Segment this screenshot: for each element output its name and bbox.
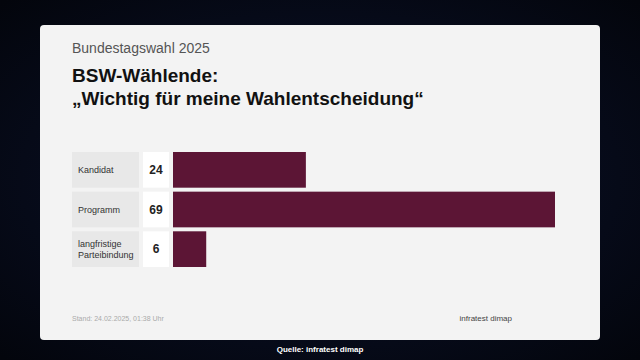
value-box (143, 231, 169, 267)
source-logo: infratest dimap (460, 314, 513, 323)
title: BSW-Wählende: (72, 65, 218, 86)
data-label: 6 (153, 242, 160, 256)
category-label: Kandidat (78, 165, 114, 175)
category-label: Programm (78, 205, 120, 215)
chart-root: Bundestagswahl 2025 BSW-Wählende:„Wichtig… (0, 0, 640, 360)
value-box (143, 152, 169, 188)
source-caption: Quelle: infratest dimap (277, 345, 364, 354)
category-label: langfristigeParteibindung (78, 239, 134, 260)
footnote: Stand: 24.02.2025, 01:38 Uhr (72, 315, 165, 322)
bar (173, 152, 306, 188)
data-label: 24 (149, 163, 163, 177)
data-label: 69 (149, 203, 163, 217)
label-box (72, 192, 139, 228)
bar (173, 192, 555, 228)
title: „Wichtig für meine Wahlentscheidung“ (72, 88, 424, 109)
label-box (72, 231, 139, 267)
bars (173, 152, 555, 267)
background (0, 0, 640, 360)
bar (173, 231, 206, 267)
subtitle: Bundestagswahl 2025 (72, 40, 210, 56)
card (40, 25, 600, 340)
value-box (143, 192, 169, 228)
label-box (72, 152, 139, 188)
